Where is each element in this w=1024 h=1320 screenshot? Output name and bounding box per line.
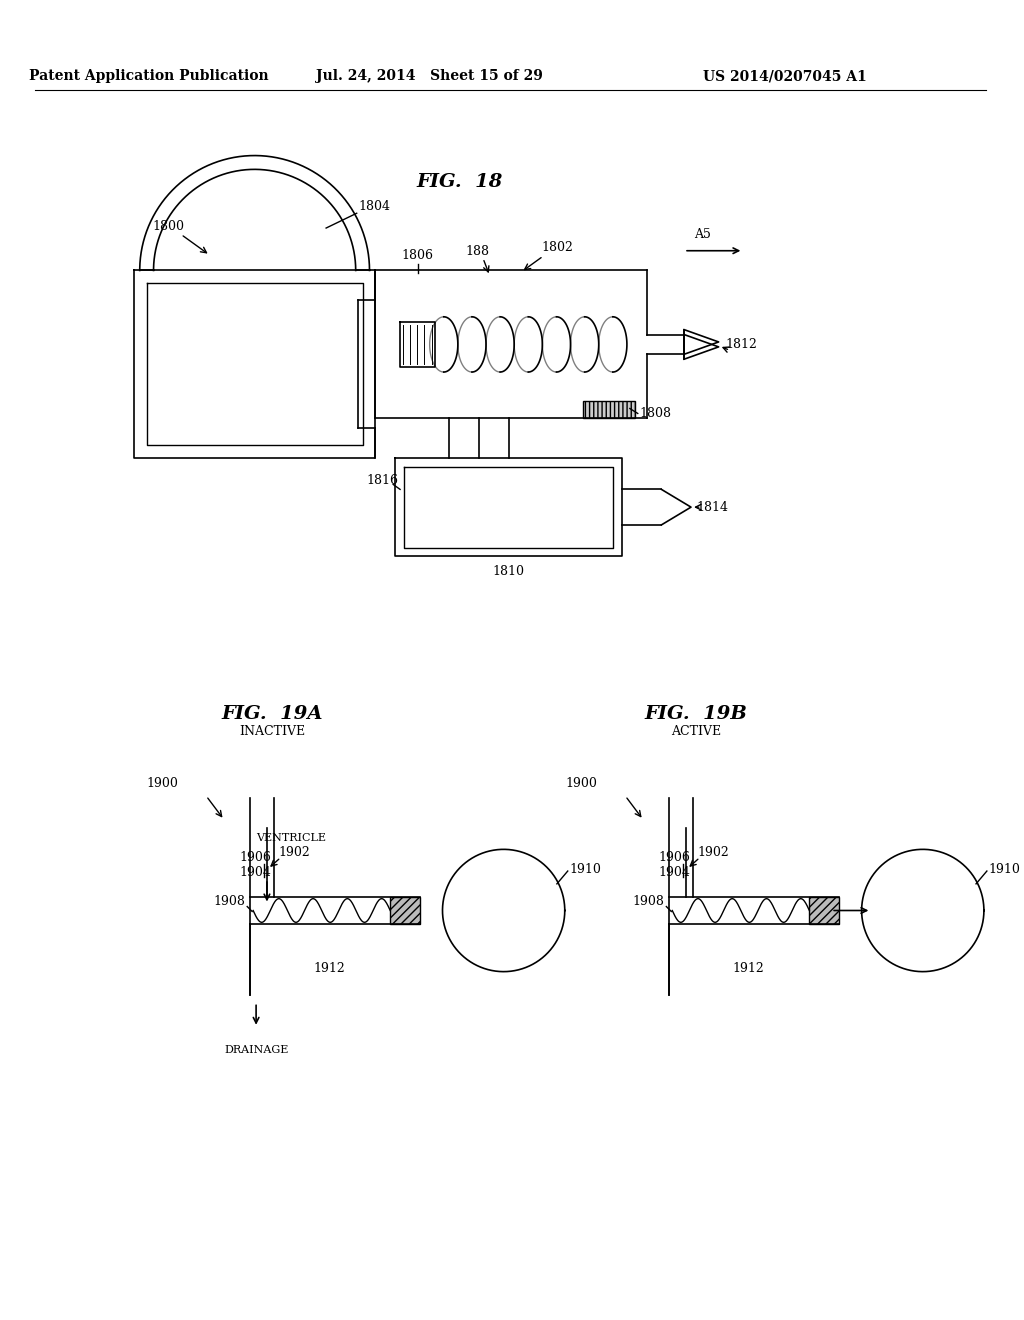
Text: 1912: 1912 [732,962,764,975]
Text: A5: A5 [694,228,711,242]
Text: ACTIVE: ACTIVE [671,726,721,738]
Text: 1816: 1816 [367,474,398,487]
Text: 1912: 1912 [313,962,345,975]
Text: 1800: 1800 [153,219,184,232]
Text: 1904: 1904 [240,866,271,879]
Text: 1814: 1814 [696,500,728,513]
Text: 1908: 1908 [633,895,665,908]
Text: 1802: 1802 [541,242,573,255]
Text: DRAINAGE: DRAINAGE [224,1044,289,1055]
Text: 1908: 1908 [213,895,246,908]
Text: 1810: 1810 [493,565,524,578]
Bar [390,896,420,924]
Text: 1902: 1902 [279,846,310,859]
Text: 1906: 1906 [658,851,690,863]
Text: INACTIVE: INACTIVE [239,726,305,738]
Text: 1804: 1804 [358,199,391,213]
Text: 1806: 1806 [401,249,434,263]
Text: 188: 188 [465,246,489,259]
Text: 1904: 1904 [658,866,690,879]
Text: US 2014/0207045 A1: US 2014/0207045 A1 [702,69,866,83]
Text: 1808: 1808 [640,407,672,420]
Text: FIG.  19A: FIG. 19A [221,705,323,723]
Bar [583,401,635,418]
Text: FIG.  19B: FIG. 19B [644,705,748,723]
Text: Patent Application Publication: Patent Application Publication [29,69,268,83]
Text: 1910: 1910 [989,862,1021,875]
Text: VENTRICLE: VENTRICLE [257,833,327,842]
Text: 1900: 1900 [146,776,178,789]
Text: 1900: 1900 [565,776,597,789]
Text: 1812: 1812 [726,338,758,351]
Text: 1902: 1902 [698,846,730,859]
Text: Jul. 24, 2014   Sheet 15 of 29: Jul. 24, 2014 Sheet 15 of 29 [316,69,543,83]
Text: FIG.  18: FIG. 18 [416,173,503,190]
Text: 1910: 1910 [569,862,601,875]
Bar [809,896,839,924]
Text: 1906: 1906 [240,851,271,863]
